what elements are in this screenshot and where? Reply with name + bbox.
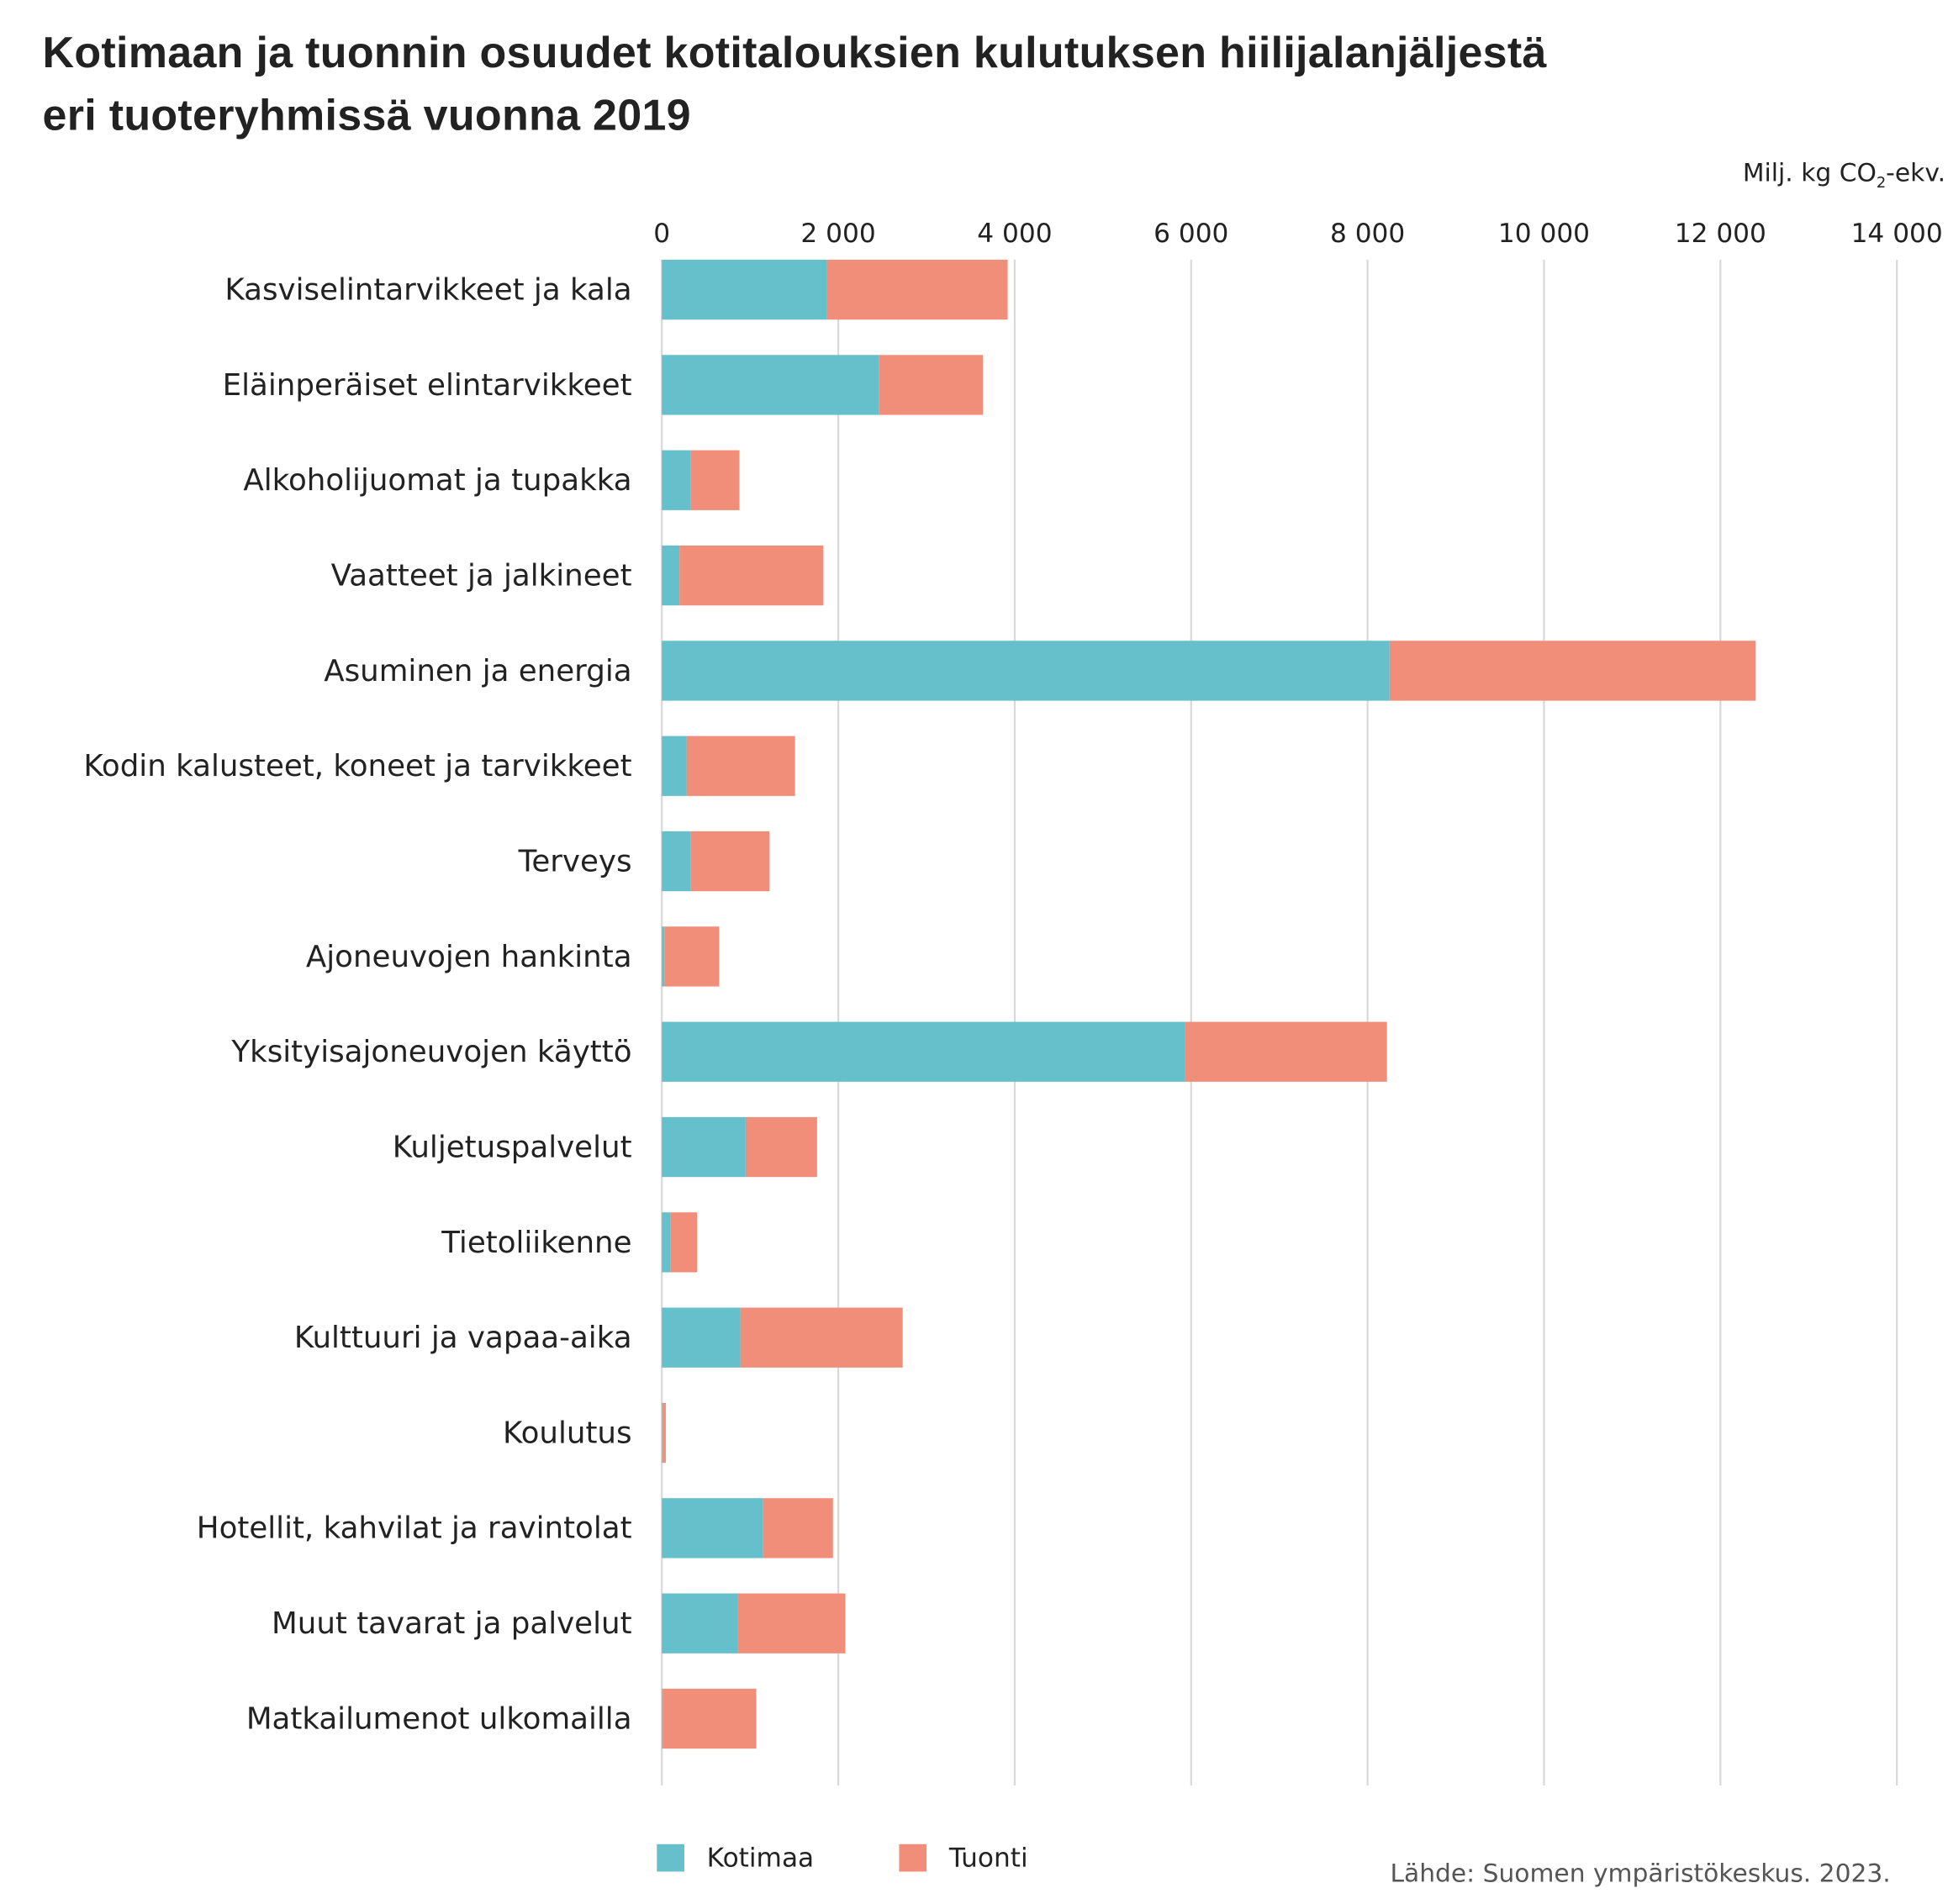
bar-kotimaa — [662, 641, 1390, 701]
category-label: Hotellit, kahvilat ja ravintolat — [197, 1511, 632, 1546]
unit-prefix: Milj. kg CO — [1742, 157, 1877, 187]
bar-tuonti — [879, 355, 984, 415]
category-label: Matkailumenot ulkomailla — [246, 1701, 632, 1736]
unit-sub: 2 — [1876, 173, 1887, 192]
bar-tuonti — [663, 1402, 666, 1464]
category-label: Kulttuuri ja vapaa-aika — [294, 1321, 632, 1355]
bar-kotimaa — [662, 736, 687, 796]
x-tick-label: 8 000 — [1330, 219, 1405, 249]
legend-item-tuonti: Tuonti — [899, 1843, 1028, 1873]
bar-tuonti — [737, 1593, 846, 1653]
bar-tuonti — [1389, 641, 1756, 701]
bar-tuonti — [740, 1307, 903, 1368]
x-tick-label: 14 000 — [1851, 219, 1943, 249]
x-tick-label: 4 000 — [977, 219, 1052, 249]
bar-tuonti — [686, 736, 795, 796]
bar-tuonti — [679, 545, 824, 606]
category-label: Kasviselintarvikkeet ja kala — [224, 272, 631, 307]
legend-swatch-kotimaa — [657, 1843, 684, 1872]
x-tick-label: 2 000 — [800, 219, 875, 249]
bar-kotimaa — [662, 1116, 746, 1178]
bar-kotimaa — [662, 1212, 671, 1273]
category-label: Kuljetuspalvelut — [393, 1130, 632, 1164]
category-label: Asuminen ja energia — [324, 654, 631, 688]
x-tick-label: 10 000 — [1498, 219, 1590, 249]
bar-tuonti — [1185, 1021, 1387, 1082]
source-note: Lähde: Suomen ympäristökeskus. 2023. — [1390, 1858, 1891, 1888]
x-tick-label: 12 000 — [1675, 219, 1766, 249]
bar-tuonti — [826, 259, 1008, 320]
title-line-1: Kotimaan ja tuonnin osuudet kotitalouksi… — [42, 29, 1547, 78]
chart-title: Kotimaan ja tuonnin osuudet kotitalouksi… — [43, 23, 1547, 148]
bar-kotimaa — [662, 545, 680, 606]
bar-tuonti — [663, 1688, 757, 1749]
category-label: Eläinperäiset elintarvikkeet — [223, 368, 632, 403]
bar-tuonti — [745, 1116, 817, 1178]
category-label: Kodin kalusteet, koneet ja tarvikkeet — [83, 749, 631, 783]
axis-unit-label: Milj. kg CO2-ekv. — [1743, 157, 1945, 191]
bar-tuonti — [664, 926, 720, 987]
bar-kotimaa — [662, 259, 827, 320]
bar-tuonti — [690, 831, 770, 892]
legend-swatch-tuonti — [899, 1843, 927, 1872]
bar-kotimaa — [662, 355, 879, 415]
bar-tuonti — [670, 1212, 698, 1273]
category-label: Ajoneuvojen hankinta — [306, 940, 632, 974]
bar-kotimaa — [662, 1498, 763, 1559]
bar-kotimaa — [662, 926, 665, 987]
bar-kotimaa — [662, 1593, 738, 1653]
category-label: Muut tavarat ja palvelut — [272, 1606, 632, 1641]
bar-kotimaa — [662, 1688, 663, 1749]
legend-item-kotimaa: Kotimaa — [657, 1843, 814, 1873]
x-tick-label: 0 — [653, 219, 670, 249]
bar-tuonti — [763, 1498, 833, 1559]
category-label: Terveys — [518, 844, 632, 878]
bar-kotimaa — [662, 450, 691, 510]
legend-label-kotimaa: Kotimaa — [706, 1843, 815, 1873]
x-tick-label: 6 000 — [1153, 219, 1228, 249]
category-label: Tietoliikenne — [441, 1226, 631, 1260]
bar-kotimaa — [662, 831, 691, 892]
category-label: Alkoholijuomat ja tupakka — [243, 463, 631, 498]
bar-kotimaa — [662, 1021, 1185, 1082]
title-line-2: eri tuoteryhmissä vuonna 2019 — [42, 91, 691, 140]
category-label: Yksityisajoneuvojen käyttö — [230, 1035, 631, 1069]
unit-suffix: -ekv. — [1886, 157, 1946, 187]
bar-kotimaa — [662, 1402, 663, 1464]
category-label: Vaatteet ja jalkineet — [331, 558, 632, 593]
legend-label-tuonti: Tuonti — [948, 1843, 1028, 1873]
bar-tuonti — [690, 450, 740, 510]
category-label: Koulutus — [503, 1416, 632, 1450]
bar-kotimaa — [662, 1307, 741, 1368]
